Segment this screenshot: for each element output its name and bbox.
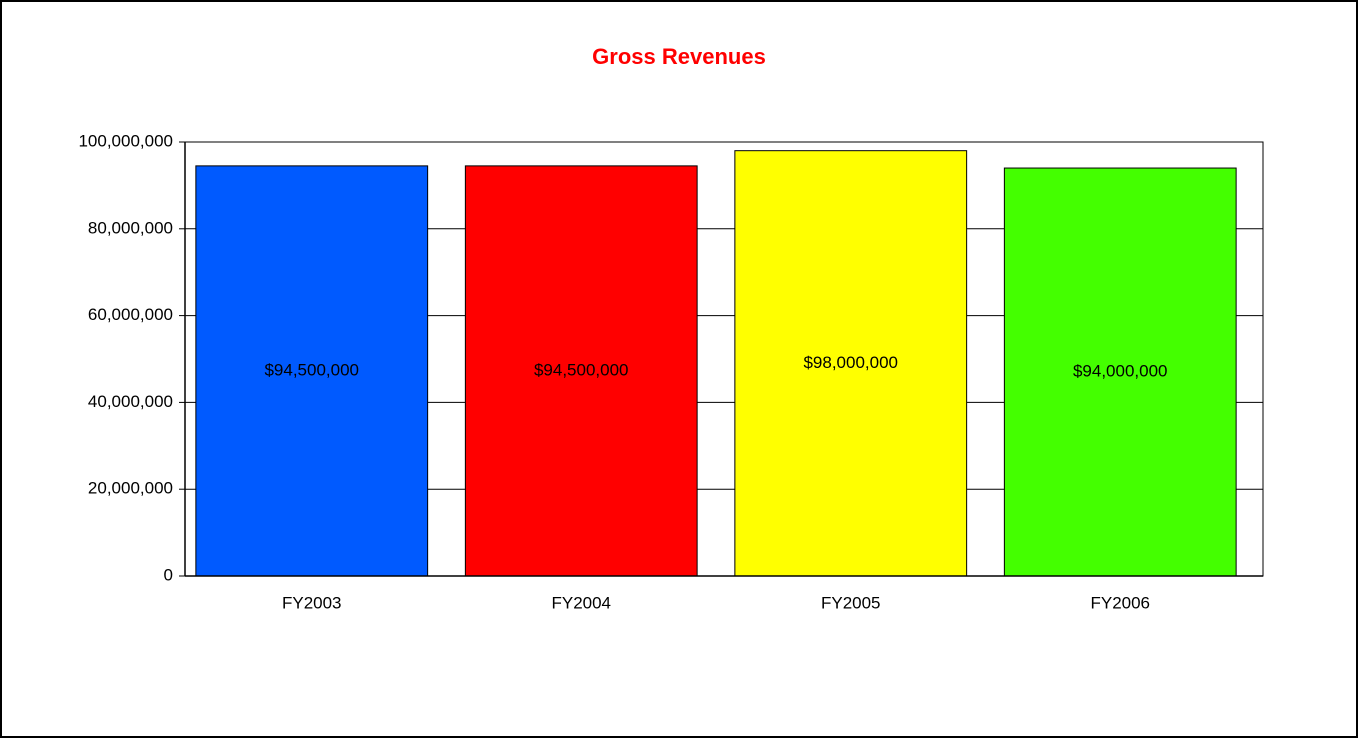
x-tick-label: FY2003 xyxy=(282,593,342,612)
y-tick-label: 20,000,000 xyxy=(88,479,173,498)
y-tick-label: 0 xyxy=(164,565,173,584)
chart-title: Gross Revenues xyxy=(592,44,766,69)
bar xyxy=(195,165,429,577)
y-tick-label: 40,000,000 xyxy=(88,392,173,411)
y-tick-label: 100,000,000 xyxy=(78,131,173,150)
y-tick-label: 60,000,000 xyxy=(88,305,173,324)
x-tick-label: FY2006 xyxy=(1090,593,1150,612)
x-tick-label: FY2005 xyxy=(821,593,881,612)
value-label: $94,500,000 xyxy=(264,360,359,379)
bar xyxy=(734,150,968,577)
x-tick-label: FY2004 xyxy=(551,593,611,612)
value-label: $98,000,000 xyxy=(803,353,898,372)
value-label: $94,500,000 xyxy=(534,360,629,379)
value-label: $94,000,000 xyxy=(1073,362,1168,381)
y-tick-label: 80,000,000 xyxy=(88,218,173,237)
bar xyxy=(464,165,698,577)
